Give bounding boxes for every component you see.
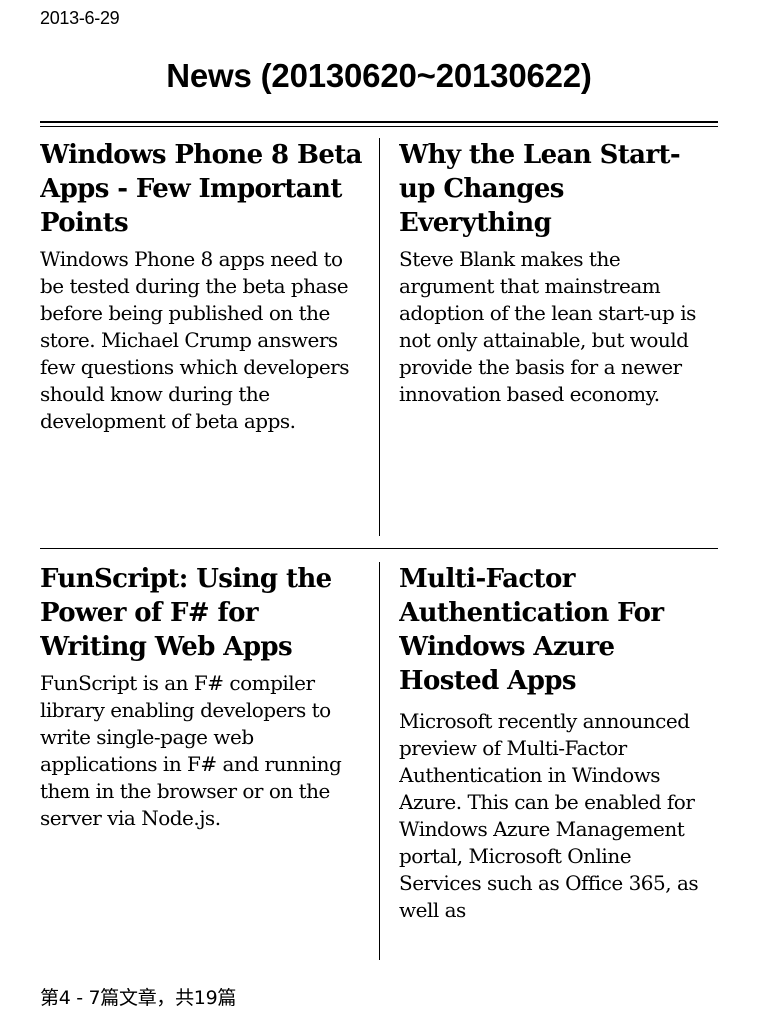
article-summary: Steve Blank makes the argument that main… bbox=[399, 247, 696, 406]
page-title: News (20130620~20130622) bbox=[166, 57, 592, 94]
article-card[interactable]: Windows Phone 8 Beta Apps - Few Importan… bbox=[40, 138, 370, 538]
article-summary: FunScript is an F# compiler library enab… bbox=[40, 671, 342, 830]
date-label: 2013-6-29 bbox=[40, 8, 120, 28]
article-card[interactable]: Multi-Factor Authentication For Windows … bbox=[399, 562, 714, 958]
article-title[interactable]: Multi-Factor Authentication For Windows … bbox=[399, 564, 664, 696]
header-divider-thin bbox=[40, 126, 718, 127]
article-title[interactable]: FunScript: Using the Power of F# for Wri… bbox=[40, 564, 332, 662]
row-divider bbox=[40, 548, 718, 549]
article-summary: Windows Phone 8 apps need to be tested d… bbox=[40, 247, 349, 433]
pagination-label: 第4 - 7篇文章，共19篇 bbox=[40, 987, 237, 1009]
article-card[interactable]: Why the Lean Start-up Changes Everything… bbox=[399, 138, 714, 538]
article-summary: Microsoft recently announced preview of … bbox=[399, 709, 699, 922]
column-divider bbox=[379, 138, 380, 536]
header-divider-thick bbox=[40, 121, 718, 123]
article-title[interactable]: Why the Lean Start-up Changes Everything bbox=[399, 140, 681, 238]
article-card[interactable]: FunScript: Using the Power of F# for Wri… bbox=[40, 562, 370, 958]
article-title[interactable]: Windows Phone 8 Beta Apps - Few Importan… bbox=[40, 140, 363, 238]
column-divider bbox=[379, 562, 380, 960]
